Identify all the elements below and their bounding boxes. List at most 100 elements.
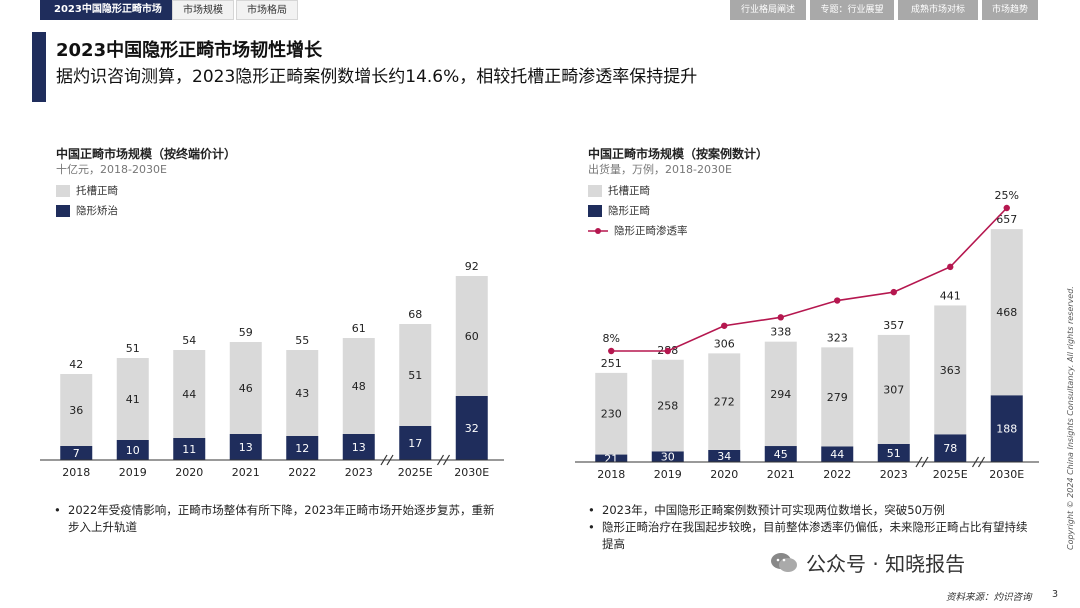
- axis-break-mark: [915, 456, 923, 468]
- axis-break-mark: [977, 456, 986, 468]
- bullet-item: 2022年受疫情影响，正畸市场整体有所下降，2023年正畸市场开始逐步复苏，重新…: [54, 502, 504, 536]
- tab-market-landscape[interactable]: 市场格局: [236, 0, 298, 20]
- bar-value-label: 51: [887, 447, 901, 460]
- bar-segment-gray: [764, 341, 797, 447]
- x-tick-label: 2023: [345, 466, 373, 479]
- bar-value-label: 46: [239, 382, 253, 395]
- left-bar-chart: 7 36 42 2018 10 41 51 2019 11 44 54 2020 13 46 59 2021 1…: [40, 260, 504, 479]
- axis-break-mark: [442, 454, 451, 466]
- right-legend-clear-aligner: 隐形正畸: [588, 203, 650, 218]
- penetration-point: [608, 347, 615, 355]
- bar-segment-gray: [455, 276, 488, 396]
- bar-value-label: 11: [182, 443, 196, 456]
- bar-total-label: 42: [69, 358, 83, 371]
- right-bullets: 2023年，中国隐形正畸案例数预计可实现两位数增长，突破50万例 隐形正畸治疗在…: [588, 502, 1028, 553]
- bar-total-label: 251: [601, 357, 622, 370]
- bar-segment-navy: [60, 446, 93, 460]
- wechat-watermark: 公众号 · 知晓报告: [770, 548, 965, 577]
- axis-break-mark: [436, 454, 445, 466]
- bar-value-label: 30: [661, 451, 675, 464]
- bar-segment-gray: [399, 324, 432, 426]
- bar-value-label: 51: [408, 369, 422, 382]
- bar-segment-navy: [990, 395, 1023, 462]
- bar-segment-navy: [116, 440, 149, 460]
- bar-segment-gray: [990, 229, 1023, 396]
- bar-value-label: 10: [126, 444, 140, 457]
- bar-total-label: 55: [295, 334, 309, 347]
- x-tick-label: 2019: [119, 466, 147, 479]
- left-legend-clear-aligner: 隐形矫治: [56, 203, 118, 218]
- bar-total-label: 657: [996, 213, 1017, 226]
- penetration-point: [777, 314, 784, 321]
- tab-market-trends[interactable]: 市场趋势: [982, 0, 1038, 20]
- bar-value-label: 44: [830, 448, 844, 461]
- legend-label: 隐形正畸: [608, 205, 650, 217]
- bar-total-label: 51: [126, 342, 140, 355]
- tab-mature-market-benchmark[interactable]: 成熟市场对标: [898, 0, 978, 20]
- legend-label: 隐形矫治: [76, 205, 118, 217]
- right-legend-bracket: 托槽正畸: [588, 183, 650, 198]
- penetration-point: [834, 297, 841, 304]
- x-tick-label: 2022: [823, 468, 851, 481]
- page-subtitle: 据灼识咨询测算，2023隐形正畸案例数增长约14.6%，相较托槽正畸渗透率保持提…: [56, 67, 698, 87]
- bar-value-label: 48: [352, 380, 366, 393]
- bar-segment-navy: [173, 438, 206, 460]
- bar-total-label: 92: [465, 260, 479, 273]
- bar-value-label: 279: [827, 391, 848, 404]
- x-tick-label: 2030E: [989, 468, 1024, 481]
- bar-value-label: 44: [182, 388, 196, 401]
- bar-value-label: 468: [996, 306, 1017, 319]
- bar-segment-gray: [708, 353, 741, 450]
- tab-market-size[interactable]: 市场规模: [172, 0, 234, 20]
- tab-industry-outlook[interactable]: 专题：行业展望: [810, 0, 894, 20]
- bar-value-label: 36: [69, 404, 83, 417]
- bar-total-label: 68: [408, 308, 422, 321]
- bar-value-label: 363: [940, 364, 961, 377]
- page-title: 2023中国隐形正畸市场韧性增长: [56, 40, 323, 61]
- bar-value-label: 12: [295, 442, 309, 455]
- legend-line-marker-icon: [588, 227, 608, 234]
- legend-swatch-navy: [588, 204, 602, 217]
- bar-value-label: 32: [465, 422, 479, 435]
- bullet-item: 隐形正畸治疗在我国起步较晚，目前整体渗透率仍偏低，未来隐形正畸占比有望持续提高: [588, 519, 1028, 553]
- bar-segment-gray: [934, 305, 967, 435]
- bar-value-label: 41: [126, 393, 140, 406]
- penetration-label: 8%: [603, 332, 620, 345]
- bar-total-label: 357: [883, 319, 904, 332]
- right-chart-subtitle: 出货量，万例，2018-2030E: [588, 163, 732, 176]
- bar-segment-navy: [286, 436, 319, 460]
- axis-break-mark: [921, 456, 929, 468]
- bar-segment-gray: [286, 350, 319, 436]
- tab-industry-landscape[interactable]: 行业格局阐述: [730, 0, 806, 20]
- x-tick-label: 2018: [597, 468, 625, 481]
- x-tick-label: 2018: [62, 466, 90, 479]
- bar-segment-gray: [595, 372, 628, 455]
- x-tick-label: 2022: [288, 466, 316, 479]
- bar-segment-gray: [342, 338, 375, 434]
- penetration-point: [947, 263, 954, 271]
- legend-swatch-gray: [56, 184, 70, 197]
- source-note: 资料来源：灼识咨询: [946, 592, 1032, 603]
- left-bullets: 2022年受疫情影响，正畸市场整体有所下降，2023年正畸市场开始逐步复苏，重新…: [54, 502, 504, 536]
- x-tick-label: 2020: [710, 468, 738, 481]
- bar-segment-gray: [877, 334, 910, 444]
- legend-label: 托槽正畸: [76, 185, 118, 197]
- bar-segment-navy: [651, 451, 684, 462]
- bar-value-label: 13: [239, 441, 253, 454]
- bar-value-label: 7: [73, 447, 80, 460]
- bar-segment-navy: [934, 434, 967, 462]
- bar-value-label: 78: [943, 442, 957, 455]
- penetration-point: [1003, 204, 1010, 212]
- tab-active-section[interactable]: 2023中国隐形正畸市场: [40, 0, 176, 20]
- bar-total-label: 338: [770, 326, 791, 339]
- bar-total-label: 306: [714, 337, 735, 350]
- title-accent-bar: [32, 32, 46, 102]
- x-tick-label: 2021: [767, 468, 795, 481]
- x-tick-label: 2025E: [933, 468, 968, 481]
- right-bar-chart: 2123025120183025828820193427230620204529…: [575, 189, 1039, 481]
- x-tick-label: 2019: [654, 468, 682, 481]
- bar-segment-navy: [399, 426, 432, 460]
- legend-label: 托槽正畸: [608, 185, 650, 197]
- bar-segment-navy: [229, 434, 262, 460]
- bar-segment-navy: [342, 434, 375, 460]
